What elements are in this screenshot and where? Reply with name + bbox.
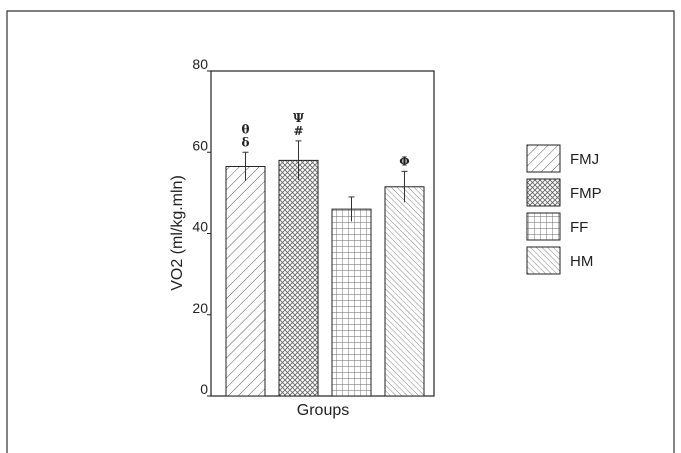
error-bar-ff [348, 196, 355, 222]
y-tick-label: 40 [192, 219, 208, 235]
legend-label: FF [570, 219, 588, 236]
bar-fmj [225, 165, 266, 397]
significance-marker: # [293, 124, 303, 138]
legend-item-hm: HM [526, 246, 593, 275]
significance-marker: θ [241, 122, 249, 136]
figure-frame [6, 10, 675, 453]
significance-marker: Φ [399, 154, 409, 168]
significance-marker: δ [241, 135, 249, 149]
bars-group: θδ Ψ# Φ [225, 111, 425, 397]
y-tick-label: 80 [192, 56, 208, 72]
legend-swatch [526, 178, 561, 207]
legend-swatch [526, 246, 561, 275]
y-axis-label: VO2 (ml/kg.mln) [169, 175, 186, 291]
y-tick-label: 20 [192, 300, 208, 316]
x-axis-label: Groups [297, 402, 349, 419]
legend-label: FMP [570, 185, 602, 202]
significance-marker: Ψ [293, 111, 304, 125]
y-tick-label: 60 [192, 137, 208, 153]
legend-item-ff: FF [526, 212, 588, 241]
error-bar-hm [401, 170, 408, 203]
legend-label: FMJ [570, 151, 599, 168]
legend-item-fmp: FMP [526, 178, 602, 207]
y-axis: 0 20 40 60 80 [192, 56, 211, 397]
legend-swatch [526, 212, 561, 241]
legend-item-fmj: FMJ [526, 144, 599, 173]
legend: FMJ FMP FF HM [526, 144, 602, 275]
bar-ff [331, 208, 372, 397]
error-bar-fmj [242, 151, 249, 181]
bar-fmp [278, 159, 319, 397]
legend-label: HM [570, 253, 593, 270]
y-tick-label: 0 [200, 381, 208, 397]
legend-swatch [526, 144, 561, 173]
error-bar-fmp [295, 140, 302, 180]
bar-hm [384, 186, 425, 397]
